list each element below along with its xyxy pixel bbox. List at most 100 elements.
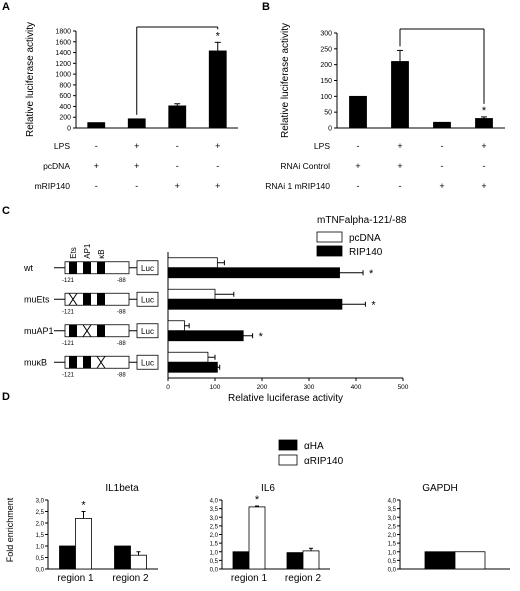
panel-c-luc-label: Luc — [141, 358, 154, 367]
panel-c-start-label: -121 — [62, 309, 75, 315]
panel-c-start-label: -121 — [62, 372, 75, 378]
panel-a-y-tick-label: 1200 — [55, 61, 71, 68]
panel-c-title: mTNFalpha-121/-88 — [317, 215, 407, 226]
panel-b-y-axis-label: Relative luciferase activity — [280, 23, 291, 138]
panel-c-mutation-mark — [82, 324, 92, 338]
panel-b-bar — [433, 121, 451, 129]
panel-c-start-label: -121 — [62, 341, 75, 347]
panel-c-x-tick-label: 300 — [304, 384, 315, 391]
panel-a-bar — [127, 118, 146, 129]
panel-b-y-tick-label: 250 — [320, 46, 332, 53]
panel-d-bar-ha — [424, 551, 456, 570]
panel-c-bar-rip140 — [167, 267, 340, 279]
panel-b-y-tick-label: 100 — [320, 94, 332, 101]
panel-b-bar — [391, 61, 409, 129]
panel-c-significance-star: * — [369, 268, 374, 280]
panel-b-condition-mark: + — [397, 141, 402, 151]
panel-c-bar-pcdna — [167, 320, 185, 332]
panel-d-significance-star: * — [255, 494, 260, 506]
panel-c-mutation-mark — [68, 292, 78, 306]
panel-d-y-tick-label: 0,0 — [388, 568, 397, 574]
panel-c-site-box — [97, 293, 105, 306]
panel-a-bar — [168, 105, 187, 129]
panel-a-y-tick-label: 1400 — [55, 50, 71, 57]
panel-a-bar — [208, 50, 227, 129]
panel-c-start-label: -121 — [62, 278, 75, 284]
panel-c-luc-label: Luc — [141, 327, 154, 336]
panel-a-condition-mark: - — [95, 141, 98, 151]
panel-c-luc-label: Luc — [141, 264, 154, 273]
panel-b-condition-label: RNAi 1 mRIP140 — [265, 181, 330, 191]
panel-d-category-label: region 2 — [285, 573, 322, 584]
panel-a-y-tick-label: 1000 — [55, 72, 71, 79]
panel-c-bar-rip140 — [167, 330, 244, 342]
panel-c-site-box — [97, 324, 105, 337]
panel-c-site-box — [69, 324, 77, 337]
panel-c-site-box — [97, 261, 105, 274]
panel-b-bar — [475, 118, 493, 129]
panel-c-site-label: Ets — [69, 247, 78, 259]
panel-c-site-box — [83, 293, 91, 306]
panel-a-condition-label: pcDNA — [43, 161, 70, 171]
panel-a-y-tick-label: 600 — [59, 93, 71, 100]
panel-d-legend-swatch — [278, 454, 298, 466]
panel-d-bar-rip140 — [75, 518, 92, 570]
panel-c-construct-label: muκB — [24, 357, 47, 367]
panel-d-y-tick-label: 0,0 — [36, 568, 45, 574]
panel-a-y-tick-label: 400 — [59, 104, 71, 111]
panel-d-y-tick-label: 3,5 — [210, 507, 219, 513]
panel-c-end-label: -88 — [117, 372, 126, 378]
panel-c-x-axis-label: Relative luciferase activity — [228, 393, 343, 404]
panel-c-legend-label: pcDNA — [349, 233, 381, 244]
panel-a-condition-mark: + — [175, 181, 180, 191]
panel-d-y-tick-label: 0,5 — [36, 556, 45, 562]
panel-d-y-tick-label: 1,5 — [388, 542, 397, 548]
panel-c-bar-pcdna — [167, 288, 216, 300]
panel-c-construct-label: muAP1 — [24, 326, 54, 336]
panel-c-construct-label: wt — [23, 263, 33, 273]
panel-b-y-tick-label: 200 — [320, 62, 332, 69]
panel-c-site-box — [69, 356, 77, 369]
panel-c-bar-rip140 — [167, 361, 218, 373]
panel-d-y-tick-label: 0,5 — [210, 559, 219, 565]
panel-b-y-tick-label: 50 — [324, 110, 332, 117]
panel-d-category-label: region 2 — [112, 573, 149, 584]
panel-d-subplot-title: IL6 — [261, 483, 275, 494]
panel-d-y-tick-label: 2,5 — [210, 524, 219, 530]
panel-c-legend-label: RIP140 — [349, 247, 383, 258]
panel-d-y-tick-label: 2,0 — [36, 522, 45, 528]
panel-c-legend-swatch — [316, 245, 343, 257]
panel-a-condition-label: LPS — [54, 141, 70, 151]
panel-d-y-tick-label: 3,5 — [388, 507, 397, 513]
panel-b-condition-mark: - — [441, 141, 444, 151]
panel-a-condition-mark: + — [94, 161, 99, 171]
panel-b-condition-mark: + — [355, 161, 360, 171]
panel-letter-B: B — [262, 1, 270, 13]
panel-c-bar-pcdna — [167, 351, 209, 363]
panel-c-bar-rip140 — [167, 298, 343, 310]
panel-c-mutation-mark — [96, 355, 106, 369]
panel-b-bar — [349, 95, 367, 129]
panel-c-x-tick-label: 0 — [166, 384, 170, 391]
panel-a-y-tick-label: 800 — [59, 82, 71, 89]
panel-d-subplot-title: GAPDH — [422, 483, 458, 494]
panel-a-condition-mark: + — [134, 141, 139, 151]
panel-b-condition-mark: - — [483, 161, 486, 171]
panel-d-y-tick-label: 3,0 — [210, 516, 219, 522]
panel-d-category-label: region 1 — [57, 573, 94, 584]
panel-d-y-axis-label: Fold enrichment — [5, 497, 15, 562]
panel-d-bar-ha — [59, 545, 76, 570]
panel-b-y-tick-label: 0 — [328, 126, 332, 133]
panel-d-y-tick-label: 3,0 — [36, 499, 45, 505]
panel-d-y-tick-label: 1,0 — [36, 545, 45, 551]
panel-b-condition-mark: + — [481, 181, 486, 191]
panel-d-y-tick-label: 0,5 — [388, 559, 397, 565]
panel-d-y-tick-label: 4,0 — [388, 499, 397, 505]
panel-letter-D: D — [2, 391, 10, 403]
panel-c-x-tick-label: 100 — [210, 384, 221, 391]
panel-b-significance-star: * — [482, 105, 487, 117]
panel-d-y-tick-label: 3,0 — [388, 516, 397, 522]
panel-a-y-tick-label: 1600 — [55, 39, 71, 46]
panel-d-category-label: region 1 — [231, 573, 268, 584]
panel-a-condition-mark: - — [95, 181, 98, 191]
